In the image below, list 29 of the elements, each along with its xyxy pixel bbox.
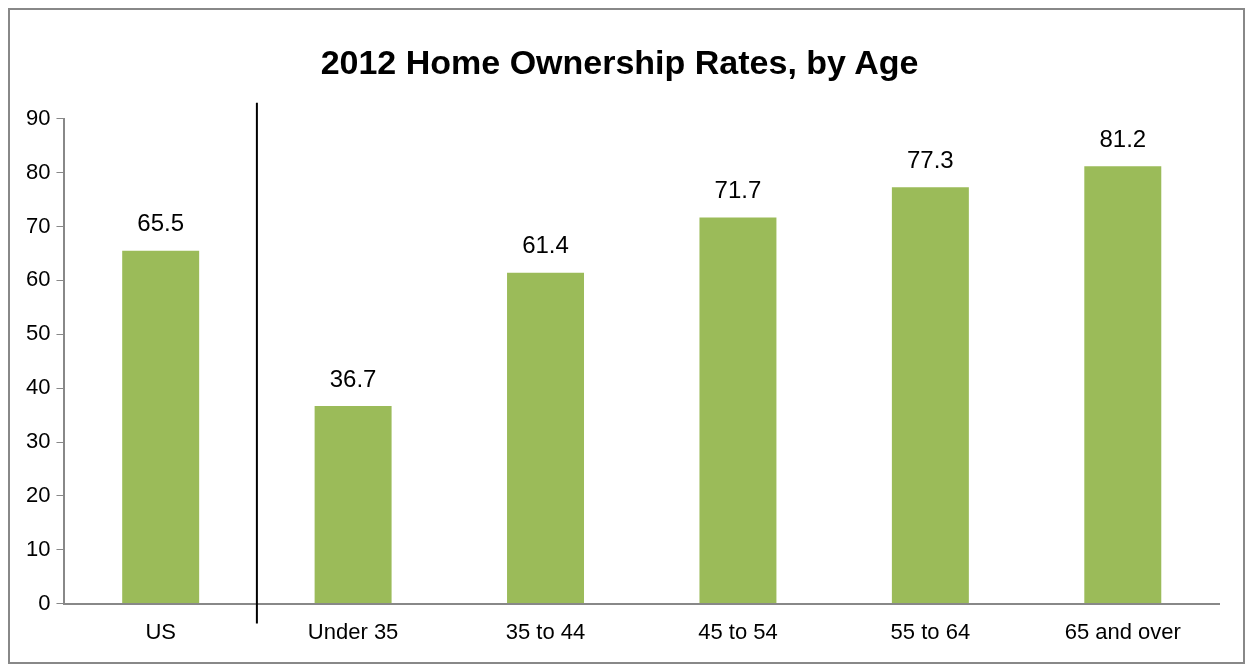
data-label: 71.7 <box>714 176 762 203</box>
data-label: 61.4 <box>522 231 569 259</box>
data-label: 77.3 <box>907 145 954 173</box>
x-tick-label: 45 to 54 <box>698 618 778 644</box>
y-tick-label: 70 <box>25 212 51 238</box>
y-tick-label: 90 <box>25 104 51 130</box>
x-tick-label: 55 to 64 <box>890 618 971 644</box>
y-tick-label: 0 <box>38 589 51 615</box>
data-label: 65.5 <box>137 209 185 237</box>
x-tick-label: 35 to 44 <box>505 618 586 644</box>
y-tick-label: 60 <box>25 266 51 292</box>
bar <box>507 272 585 604</box>
x-tick-label: Under 35 <box>307 618 399 644</box>
x-tick-label: 65 and over <box>1064 618 1181 644</box>
y-tick-label: 80 <box>25 158 51 184</box>
bar <box>699 217 777 604</box>
x-tick-label: US <box>145 618 176 644</box>
data-label: 81.2 <box>1099 124 1147 152</box>
y-tick-label: 10 <box>25 535 51 561</box>
bar <box>122 250 200 604</box>
bar <box>314 405 392 604</box>
chart-title: 2012 Home Ownership Rates, by Age <box>320 42 919 81</box>
y-tick-label: 30 <box>25 428 51 454</box>
y-tick-label: 20 <box>25 481 51 507</box>
y-tick-label: 50 <box>25 320 51 346</box>
bar <box>1084 166 1162 604</box>
data-label: 36.7 <box>329 364 377 392</box>
y-tick-label: 40 <box>25 374 51 400</box>
bar <box>891 187 969 604</box>
